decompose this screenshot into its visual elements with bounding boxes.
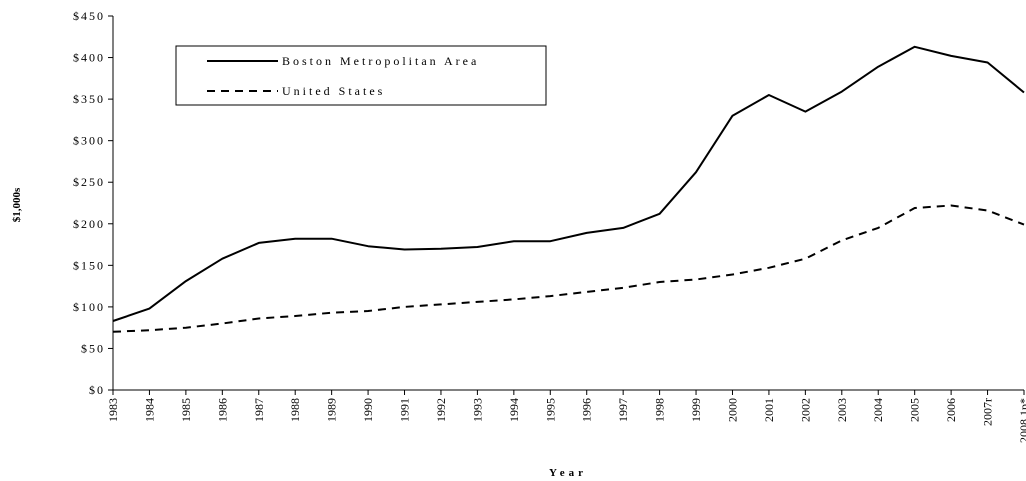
y-ticks: $0 $50 $100 $150 $200 $250 $300 $350 $400 $450 [73, 9, 113, 397]
y-tick-label: $100 [73, 300, 105, 314]
x-axis: 1983 1984 1985 1986 1987 1988 1989 1990 1991 1992… [106, 389, 1026, 443]
y-tick-label: $0 [89, 383, 105, 397]
x-tick-label: 1988 [288, 398, 302, 422]
legend-box [175, 45, 547, 106]
y-tick-label: $50 [81, 341, 105, 355]
series-line-us [112, 204, 1025, 333]
legend: Boston Metropolitan Area United States [175, 45, 547, 106]
legend-label-boston: Boston Metropolitan Area [282, 54, 479, 68]
x-tick-label: 2001 [762, 398, 776, 422]
x-tick-label: 2004 [871, 398, 885, 422]
x-tick-label: 2008 1p* [1017, 398, 1026, 443]
x-axis-title: Year [549, 467, 587, 479]
y-axis: $0 $50 $100 $150 $200 $250 $300 $350 $400 $450 [73, 9, 114, 397]
x-tick-label: 1986 [215, 398, 229, 422]
x-tick-label: 1985 [179, 398, 193, 422]
x-tick-label: 1996 [580, 398, 594, 422]
x-tick-label: 2002 [798, 398, 812, 422]
x-tick-label: 1984 [142, 398, 156, 422]
x-tick-label: 1992 [434, 398, 448, 422]
x-tick-label: 1989 [325, 398, 339, 422]
y-tick-label: $400 [73, 51, 105, 65]
series-line-boston [112, 45, 1025, 322]
x-tick-label: 1997 [616, 398, 630, 422]
legend-label-us: United States [282, 84, 385, 98]
y-axis-title: $1,000s [11, 187, 23, 222]
x-ticks: 1983 1984 1985 1986 1987 1988 1989 1990 1991 1992… [106, 390, 1026, 443]
y-tick-label: $450 [73, 9, 105, 23]
x-tick-label: 1995 [543, 398, 557, 422]
x-tick-label: 2005 [908, 398, 922, 422]
x-tick-label: 1983 [106, 398, 120, 422]
x-tick-label: 1993 [470, 398, 484, 422]
y-tick-label: $250 [73, 175, 105, 189]
x-tick-label: 2006 [944, 398, 958, 422]
x-tick-label: 2003 [835, 398, 849, 422]
y-tick-label: $150 [73, 258, 105, 272]
x-tick-label: 1990 [361, 398, 375, 422]
x-tick-label: 1999 [689, 398, 703, 422]
y-tick-label: $350 [73, 92, 105, 106]
x-tick-label: 1987 [252, 398, 266, 422]
x-tick-label: 2000 [725, 398, 739, 422]
x-tick-label: 1998 [653, 398, 667, 422]
series-layer [112, 45, 1025, 333]
y-tick-label: $300 [73, 134, 105, 148]
x-tick-label: 2007r [981, 398, 995, 426]
y-tick-label: $200 [73, 217, 105, 231]
x-tick-label: 1991 [398, 398, 412, 422]
x-tick-label: 1994 [507, 398, 521, 422]
